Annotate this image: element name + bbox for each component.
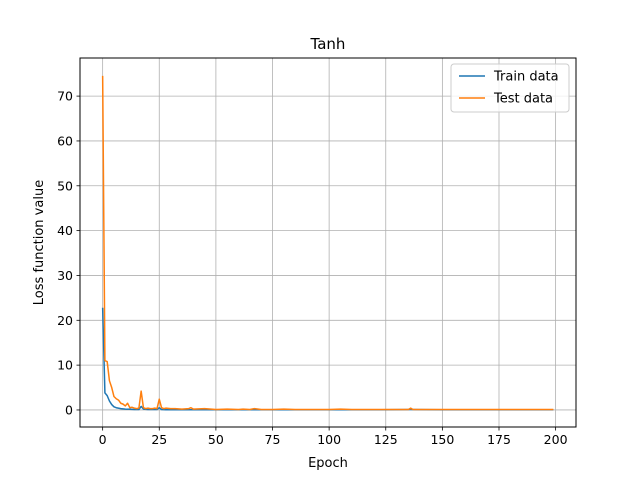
y-tick-label: 10	[57, 358, 73, 373]
x-tick-label: 100	[317, 432, 341, 447]
plot-frame	[79, 57, 577, 428]
x-axis-label: Epoch	[308, 456, 348, 471]
x-tick-label: 200	[544, 432, 568, 447]
legend-label: Test data	[493, 92, 553, 107]
y-tick-label: 0	[65, 402, 73, 417]
x-tick-label: 75	[265, 432, 281, 447]
chart-title: Tanh	[310, 35, 346, 53]
y-tick-label: 20	[57, 313, 73, 328]
legend: Train data Test data	[450, 63, 570, 113]
x-tick-label: 0	[99, 432, 107, 447]
series-line-test-data	[101, 75, 554, 411]
y-tick-label: 40	[57, 223, 73, 238]
x-tick-label: 150	[430, 432, 454, 447]
y-axis-label: Loss function value	[32, 180, 47, 305]
legend-label: Train data	[493, 70, 559, 85]
series-layer	[101, 75, 554, 411]
y-tick-label: 60	[57, 133, 73, 148]
x-tick-label: 125	[374, 432, 398, 447]
y-axis: 0 10 20 30 40 50 60 70	[57, 89, 80, 417]
x-tick-label: 50	[208, 432, 224, 447]
y-tick-label: 30	[57, 268, 73, 283]
grid-lines	[80, 58, 576, 427]
y-tick-label: 70	[57, 89, 73, 104]
x-axis: 0 25 50 75 100 125 150 175 200	[99, 427, 568, 447]
series-line-train-data	[101, 307, 554, 411]
y-tick-label: 50	[57, 178, 73, 193]
x-tick-label: 175	[487, 432, 511, 447]
x-tick-label: 25	[151, 432, 167, 447]
